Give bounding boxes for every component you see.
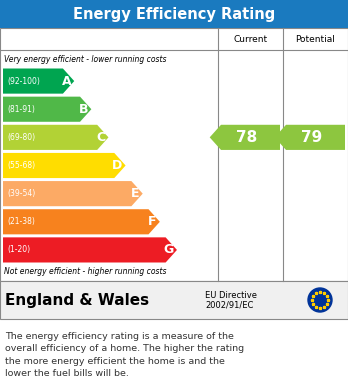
Text: 2002/91/EC: 2002/91/EC <box>205 301 253 310</box>
Text: A: A <box>62 75 71 88</box>
Text: (69-80): (69-80) <box>7 133 35 142</box>
Polygon shape <box>3 181 143 206</box>
Text: Very energy efficient - lower running costs: Very energy efficient - lower running co… <box>4 54 166 63</box>
Text: C: C <box>96 131 105 144</box>
Text: EU Directive: EU Directive <box>205 291 257 300</box>
Text: The energy efficiency rating is a measure of the
overall efficiency of a home. T: The energy efficiency rating is a measur… <box>5 332 244 378</box>
Bar <box>0 0 348 28</box>
Text: F: F <box>148 215 157 228</box>
Text: (1-20): (1-20) <box>7 246 30 255</box>
Text: Current: Current <box>234 34 268 43</box>
Polygon shape <box>3 68 74 93</box>
Circle shape <box>308 288 332 312</box>
Text: G: G <box>164 244 174 256</box>
Text: D: D <box>112 159 122 172</box>
Text: Potential: Potential <box>295 34 335 43</box>
Polygon shape <box>3 153 126 178</box>
Bar <box>0 281 348 319</box>
Text: (21-38): (21-38) <box>7 217 35 226</box>
Text: Energy Efficiency Rating: Energy Efficiency Rating <box>73 7 275 22</box>
Text: (81-91): (81-91) <box>7 105 35 114</box>
Polygon shape <box>275 125 345 150</box>
Text: E: E <box>131 187 140 200</box>
Bar <box>0 28 348 281</box>
Polygon shape <box>3 237 177 262</box>
Text: B: B <box>79 103 88 116</box>
Text: (39-54): (39-54) <box>7 189 35 198</box>
Polygon shape <box>3 209 160 234</box>
Polygon shape <box>210 125 280 150</box>
Bar <box>0 28 348 50</box>
Text: Not energy efficient - higher running costs: Not energy efficient - higher running co… <box>4 267 166 276</box>
Text: 79: 79 <box>301 130 323 145</box>
Text: 78: 78 <box>236 130 258 145</box>
Polygon shape <box>3 97 92 122</box>
Polygon shape <box>3 125 109 150</box>
Text: (55-68): (55-68) <box>7 161 35 170</box>
Text: (92-100): (92-100) <box>7 77 40 86</box>
Text: England & Wales: England & Wales <box>5 292 149 307</box>
